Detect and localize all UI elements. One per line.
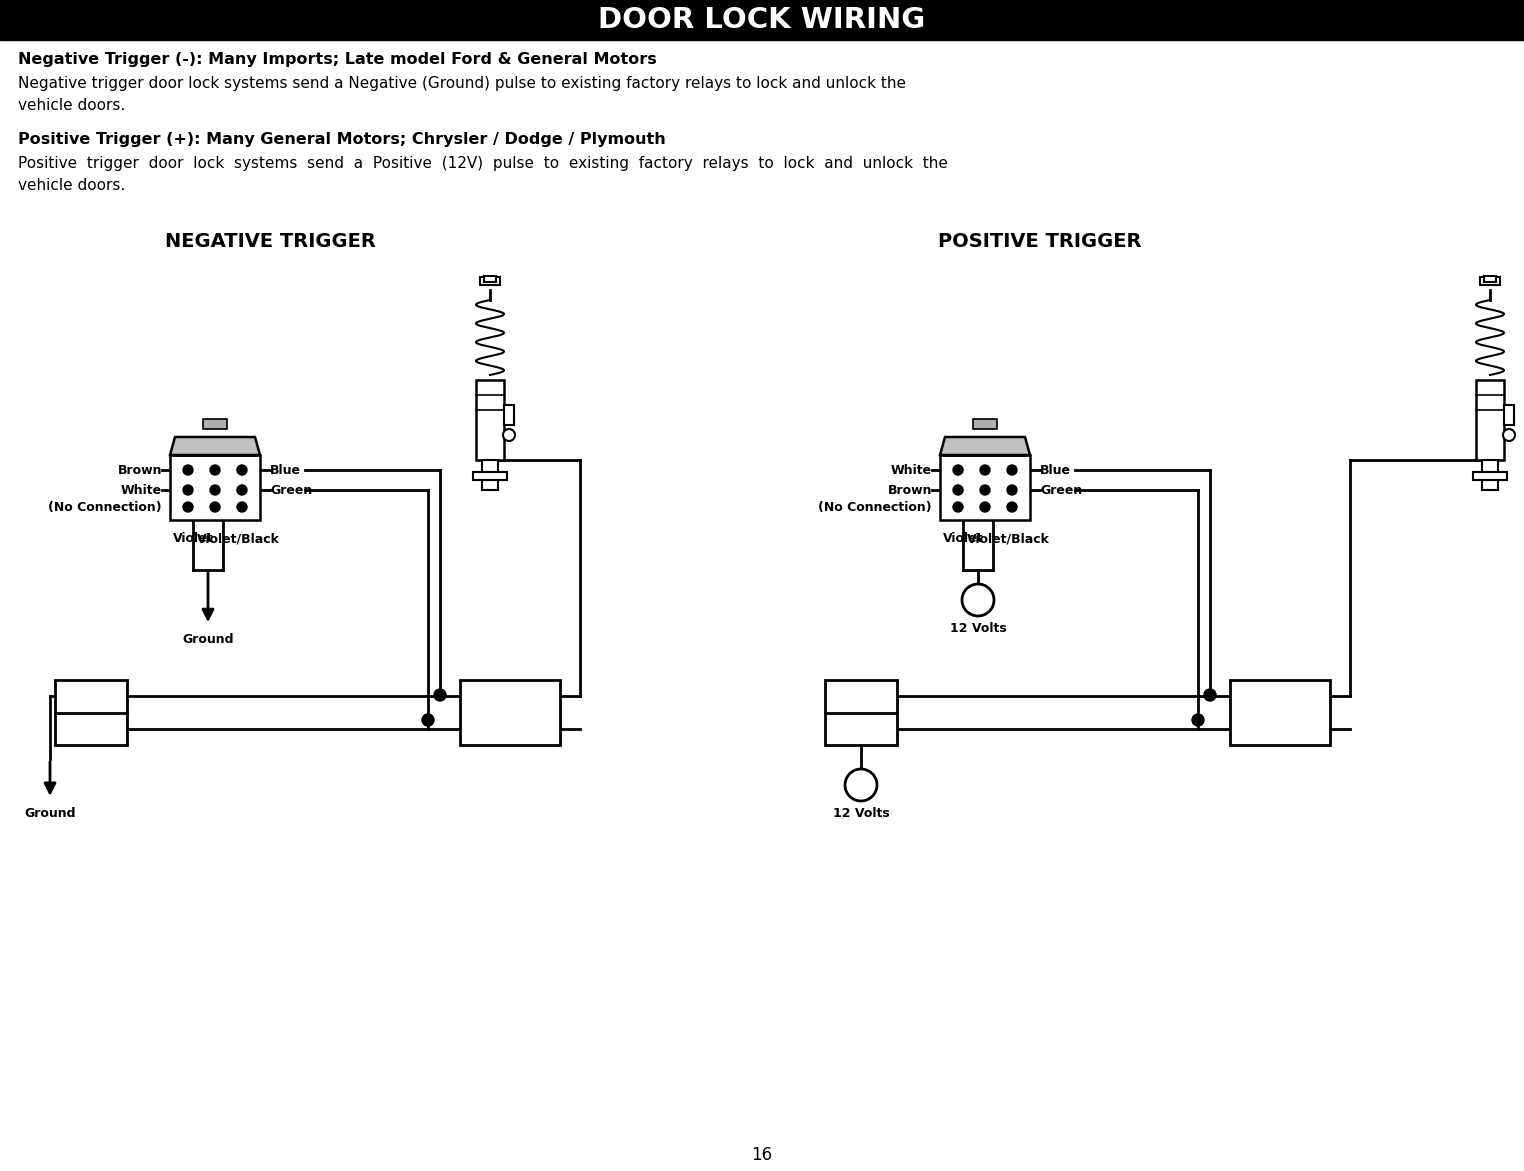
Bar [0,0,1524,40]
Polygon shape [940,437,1030,456]
Circle shape [962,584,994,616]
Bar [203,419,227,429]
Text: Brown: Brown [887,484,933,497]
Bar [1477,381,1504,460]
Circle shape [980,485,991,495]
Circle shape [1204,689,1216,701]
Text: Factory
Door
Lock
Module: Factory Door Lock Module [485,684,535,741]
Text: Brown: Brown [117,464,162,477]
Bar [1481,460,1498,489]
Bar [1230,680,1330,745]
Text: vehicle doors.: vehicle doors. [18,178,125,193]
Text: DOOR LOCK WIRING: DOOR LOCK WIRING [599,6,925,34]
Bar [972,419,997,429]
Text: Blue: Blue [1039,464,1071,477]
Bar [504,405,514,425]
Bar [1504,405,1513,425]
Circle shape [980,502,991,512]
Text: 12 Volts: 12 Volts [832,807,890,820]
Bar [55,680,126,745]
Text: Green: Green [1039,484,1082,497]
Bar [824,680,898,745]
Circle shape [1503,429,1515,441]
Circle shape [503,429,515,441]
Circle shape [952,485,963,495]
Circle shape [1007,485,1017,495]
Circle shape [210,465,219,475]
Text: L: L [855,687,866,705]
Bar [945,441,1026,456]
Circle shape [844,769,876,801]
Text: Blue: Blue [270,464,302,477]
Text: (No Connection): (No Connection) [49,500,162,514]
Circle shape [238,502,247,512]
Bar [175,441,255,456]
Bar [171,456,261,520]
Bar [472,472,507,480]
Text: Violet: Violet [172,532,213,545]
Text: Positive  trigger  door  lock  systems  send  a  Positive  (12V)  pulse  to  exi: Positive trigger door lock systems send … [18,156,948,171]
Text: +: + [853,774,869,793]
Bar [940,456,1030,520]
Circle shape [210,485,219,495]
Circle shape [980,465,991,475]
Text: L: L [85,720,96,738]
Text: Ground: Ground [183,634,233,646]
Circle shape [183,485,194,495]
Circle shape [952,502,963,512]
Text: Violet: Violet [943,532,983,545]
Circle shape [1192,714,1204,726]
Text: 16: 16 [751,1146,773,1164]
Text: U: U [855,720,867,738]
Circle shape [238,485,247,495]
Text: Negative trigger door lock systems send a Negative (Ground) pulse to existing fa: Negative trigger door lock systems send … [18,76,905,91]
Circle shape [238,465,247,475]
Text: Green: Green [270,484,312,497]
Text: POSITIVE TRIGGER: POSITIVE TRIGGER [939,232,1141,251]
Text: (No Connection): (No Connection) [818,500,933,514]
Bar [1474,472,1507,480]
Text: Violet/Black: Violet/Black [966,532,1050,545]
Bar [482,460,498,489]
Text: White: White [892,464,933,477]
Circle shape [183,465,194,475]
Circle shape [952,465,963,475]
Text: NEGATIVE TRIGGER: NEGATIVE TRIGGER [165,232,375,251]
Bar [1480,278,1500,285]
Bar [485,276,495,282]
Text: Factory
Door
Lock
Module: Factory Door Lock Module [1256,684,1305,741]
Bar [460,680,559,745]
Text: Negative Trigger (-): Many Imports; Late model Ford & General Motors: Negative Trigger (-): Many Imports; Late… [18,52,657,67]
Circle shape [1007,502,1017,512]
Text: 12 Volts: 12 Volts [949,622,1006,635]
Bar [475,381,504,460]
Text: White: White [120,484,162,497]
Circle shape [210,502,219,512]
Polygon shape [171,437,261,456]
Circle shape [1007,465,1017,475]
Bar [1484,276,1497,282]
Text: Violet/Black: Violet/Black [197,532,279,545]
Circle shape [422,714,434,726]
Text: +: + [969,589,986,608]
Text: Ground: Ground [24,807,76,820]
Bar [480,278,500,285]
Text: vehicle doors.: vehicle doors. [18,98,125,112]
Circle shape [183,502,194,512]
Circle shape [434,689,447,701]
Text: U: U [84,687,98,705]
Text: Positive Trigger (+): Many General Motors; Chrysler / Dodge / Plymouth: Positive Trigger (+): Many General Motor… [18,132,666,148]
